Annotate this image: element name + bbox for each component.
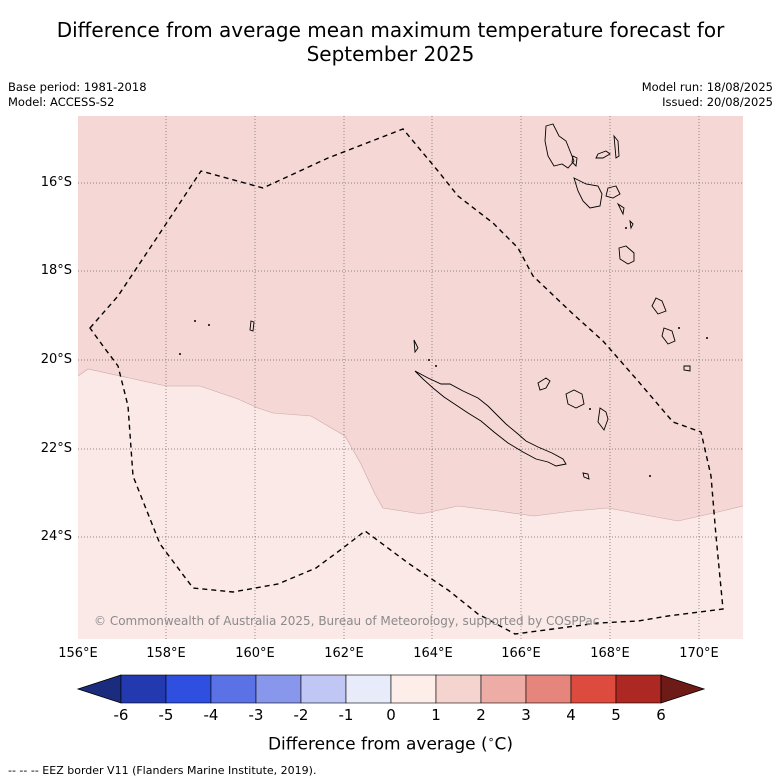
- colorbar-label-neg5: -5: [158, 706, 174, 724]
- colorbar-label-1: 1: [431, 706, 441, 724]
- colorbar-segment: [390, 674, 437, 704]
- model-name: Model: ACCESS-S2: [8, 95, 115, 109]
- colorbar-label-neg4: -4: [203, 706, 219, 724]
- title-line-1: Difference from average mean maximum tem…: [56, 18, 725, 42]
- meta-left: Base period: 1981-2018 Model: ACCESS-S2: [8, 80, 147, 110]
- colorbar-label-0: 0: [386, 706, 396, 724]
- lat-label-18s: 18°S: [40, 263, 72, 278]
- colorbar-label-neg3: -3: [248, 706, 264, 724]
- colorbar-title-text: Difference from average (: [267, 734, 488, 755]
- colorbar-segment: [615, 674, 662, 704]
- colorbar-extend-high: [660, 674, 706, 704]
- colorbar-segment: [480, 674, 527, 704]
- eez-border: [89, 128, 724, 635]
- lon-label-164e: 164°E: [413, 646, 453, 661]
- colorbar-segment: [255, 674, 302, 704]
- issued-date: Issued: 20/08/2025: [662, 95, 773, 109]
- coastlines: [249, 123, 691, 480]
- colorbar-label-5: 5: [611, 706, 621, 724]
- forecast-map: © Commonwealth of Australia 2025, Bureau…: [78, 116, 743, 639]
- chart-title: Difference from average mean maximum tem…: [0, 18, 781, 66]
- lat-label-16s: 16°S: [40, 175, 72, 190]
- colorbar-segment: [525, 674, 572, 704]
- colorbar-label-3: 3: [521, 706, 531, 724]
- colorbar-segment: [210, 674, 257, 704]
- lon-label-162e: 162°E: [324, 646, 364, 661]
- colorbar-label-2: 2: [476, 706, 486, 724]
- base-period: Base period: 1981-2018: [8, 80, 147, 94]
- colorbar-segment: [435, 674, 482, 704]
- small-islands: [179, 227, 708, 477]
- colorbar-label-6: 6: [656, 706, 666, 724]
- lon-label-160e: 160°E: [235, 646, 275, 661]
- colorbar-label-neg6: -6: [113, 706, 129, 724]
- colorbar-segment: [165, 674, 212, 704]
- lon-label-170e: 170°E: [679, 646, 719, 661]
- gridlines: [78, 116, 743, 639]
- lat-label-20s: 20°S: [40, 352, 72, 367]
- lon-label-156e: 156°E: [58, 646, 98, 661]
- title-line-2: September 2025: [306, 42, 475, 66]
- lat-label-22s: 22°S: [40, 441, 72, 456]
- colorbar-label-neg1: -1: [338, 706, 354, 724]
- colorbar-title-unit: C): [494, 734, 514, 755]
- lon-label-166e: 166°E: [501, 646, 541, 661]
- meta-right: Model run: 18/08/2025 Issued: 20/08/2025: [642, 80, 773, 110]
- eez-footnote: -- -- -- EEZ border V11 (Flanders Marine…: [8, 764, 317, 777]
- colorbar-title-degree: ∘: [487, 733, 495, 746]
- colorbar-segment: [300, 674, 347, 704]
- lat-label-24s: 24°S: [40, 529, 72, 544]
- colorbar-label-neg2: -2: [293, 706, 309, 724]
- colorbar-segment: [570, 674, 617, 704]
- colorbar-segment: [120, 674, 167, 704]
- class-0-to-1-area: [78, 369, 743, 639]
- colorbar-label-4: 4: [566, 706, 576, 724]
- colorbar-title: Difference from average (∘C): [0, 733, 781, 755]
- colorbar-segments: [76, 674, 706, 704]
- lon-label-168e: 168°E: [590, 646, 630, 661]
- copyright-text: © Commonwealth of Australia 2025, Bureau…: [94, 614, 599, 628]
- model-run: Model run: 18/08/2025: [641, 80, 773, 94]
- colorbar-extend-low: [76, 674, 122, 704]
- colorbar: [76, 674, 706, 704]
- colorbar-segment: [345, 674, 392, 704]
- lon-label-158e: 158°E: [146, 646, 186, 661]
- contour-line: [78, 368, 743, 522]
